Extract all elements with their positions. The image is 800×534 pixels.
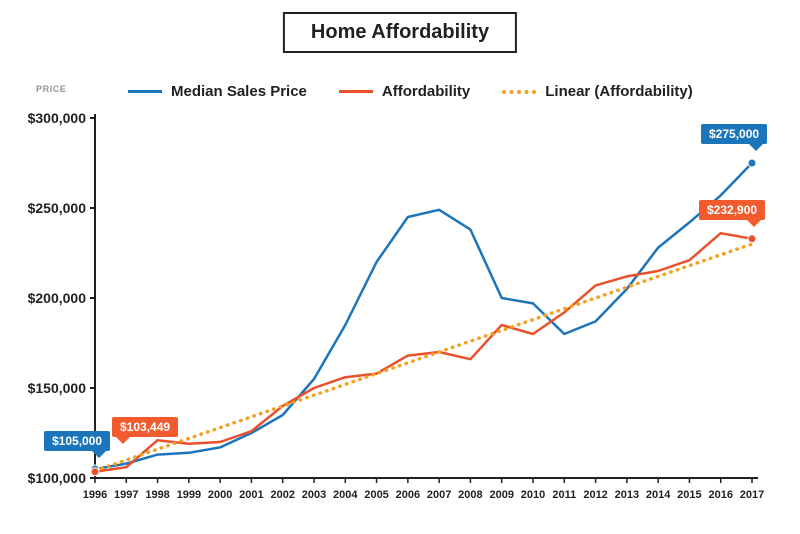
x-tick-label: 2014: [646, 489, 671, 501]
callout-median-end-value: $275,000: [701, 124, 768, 151]
series-line-median-sales-price: [94, 162, 753, 471]
y-tick-label: $150,000: [28, 380, 87, 396]
y-tick-label: $100,000: [28, 470, 87, 486]
callout-affordability-end-value: $232,900: [699, 200, 766, 227]
x-tick-label: 1997: [114, 489, 138, 501]
x-tick-label: 2008: [458, 489, 482, 501]
endpoint-marker: [90, 467, 100, 477]
callout-affordability-start-value: $103,449: [112, 417, 179, 444]
legend-item-median-sales-price: Median Sales Price: [128, 83, 307, 100]
x-tick-label: 2013: [615, 489, 639, 501]
x-tick-label: 2000: [208, 489, 232, 501]
affordability-line-swatch: [338, 90, 373, 93]
median-sales-price-line-swatch: [128, 90, 162, 93]
endpoint-marker: [747, 158, 757, 168]
y-tick-label: $250,000: [28, 200, 87, 216]
x-tick-label: 2016: [708, 489, 732, 501]
x-tick-label: 2011: [552, 489, 576, 501]
x-tick-label: 2002: [270, 489, 294, 501]
y-tick-label: $200,000: [28, 290, 87, 306]
legend-item-affordability: Affordability: [338, 83, 471, 100]
x-tick-label: 2017: [740, 489, 764, 501]
x-tick-label: 2012: [583, 489, 607, 501]
x-tick-label: 2015: [677, 489, 701, 501]
x-tick-label: 2005: [364, 489, 388, 501]
x-tick-label: 2006: [396, 489, 420, 501]
series-line-linear-affordability-: [93, 242, 754, 473]
legend-item-linear-affordability: Linear (Affordability): [502, 83, 693, 100]
legend-label: Affordability: [381, 83, 471, 100]
legend-label: Linear (Affordability): [545, 83, 693, 100]
x-tick-label: 1999: [177, 489, 201, 501]
y-axis-title: PRICE: [36, 84, 67, 94]
series-line-affordability: [94, 231, 753, 474]
y-tick-label: $300,000: [28, 110, 87, 126]
legend-label: Median Sales Price: [171, 83, 307, 100]
x-tick-label: 2003: [302, 489, 326, 501]
callout-median-start-value: $105,000: [44, 431, 111, 458]
x-tick-label: 1996: [83, 489, 107, 501]
x-tick-label: 2004: [333, 489, 358, 501]
x-tick-label: 2001: [239, 489, 263, 501]
x-tick-label: 2007: [427, 489, 451, 501]
linear-affordability-line-swatch: [502, 89, 537, 94]
endpoint-marker: [747, 234, 757, 244]
x-tick-label: 2010: [521, 489, 545, 501]
x-tick-label: 1998: [145, 489, 169, 501]
legend: Median Sales Price Affordability Linear …: [128, 83, 693, 100]
chart-title: Home Affordability: [282, 12, 518, 53]
x-tick-label: 2009: [489, 489, 513, 501]
